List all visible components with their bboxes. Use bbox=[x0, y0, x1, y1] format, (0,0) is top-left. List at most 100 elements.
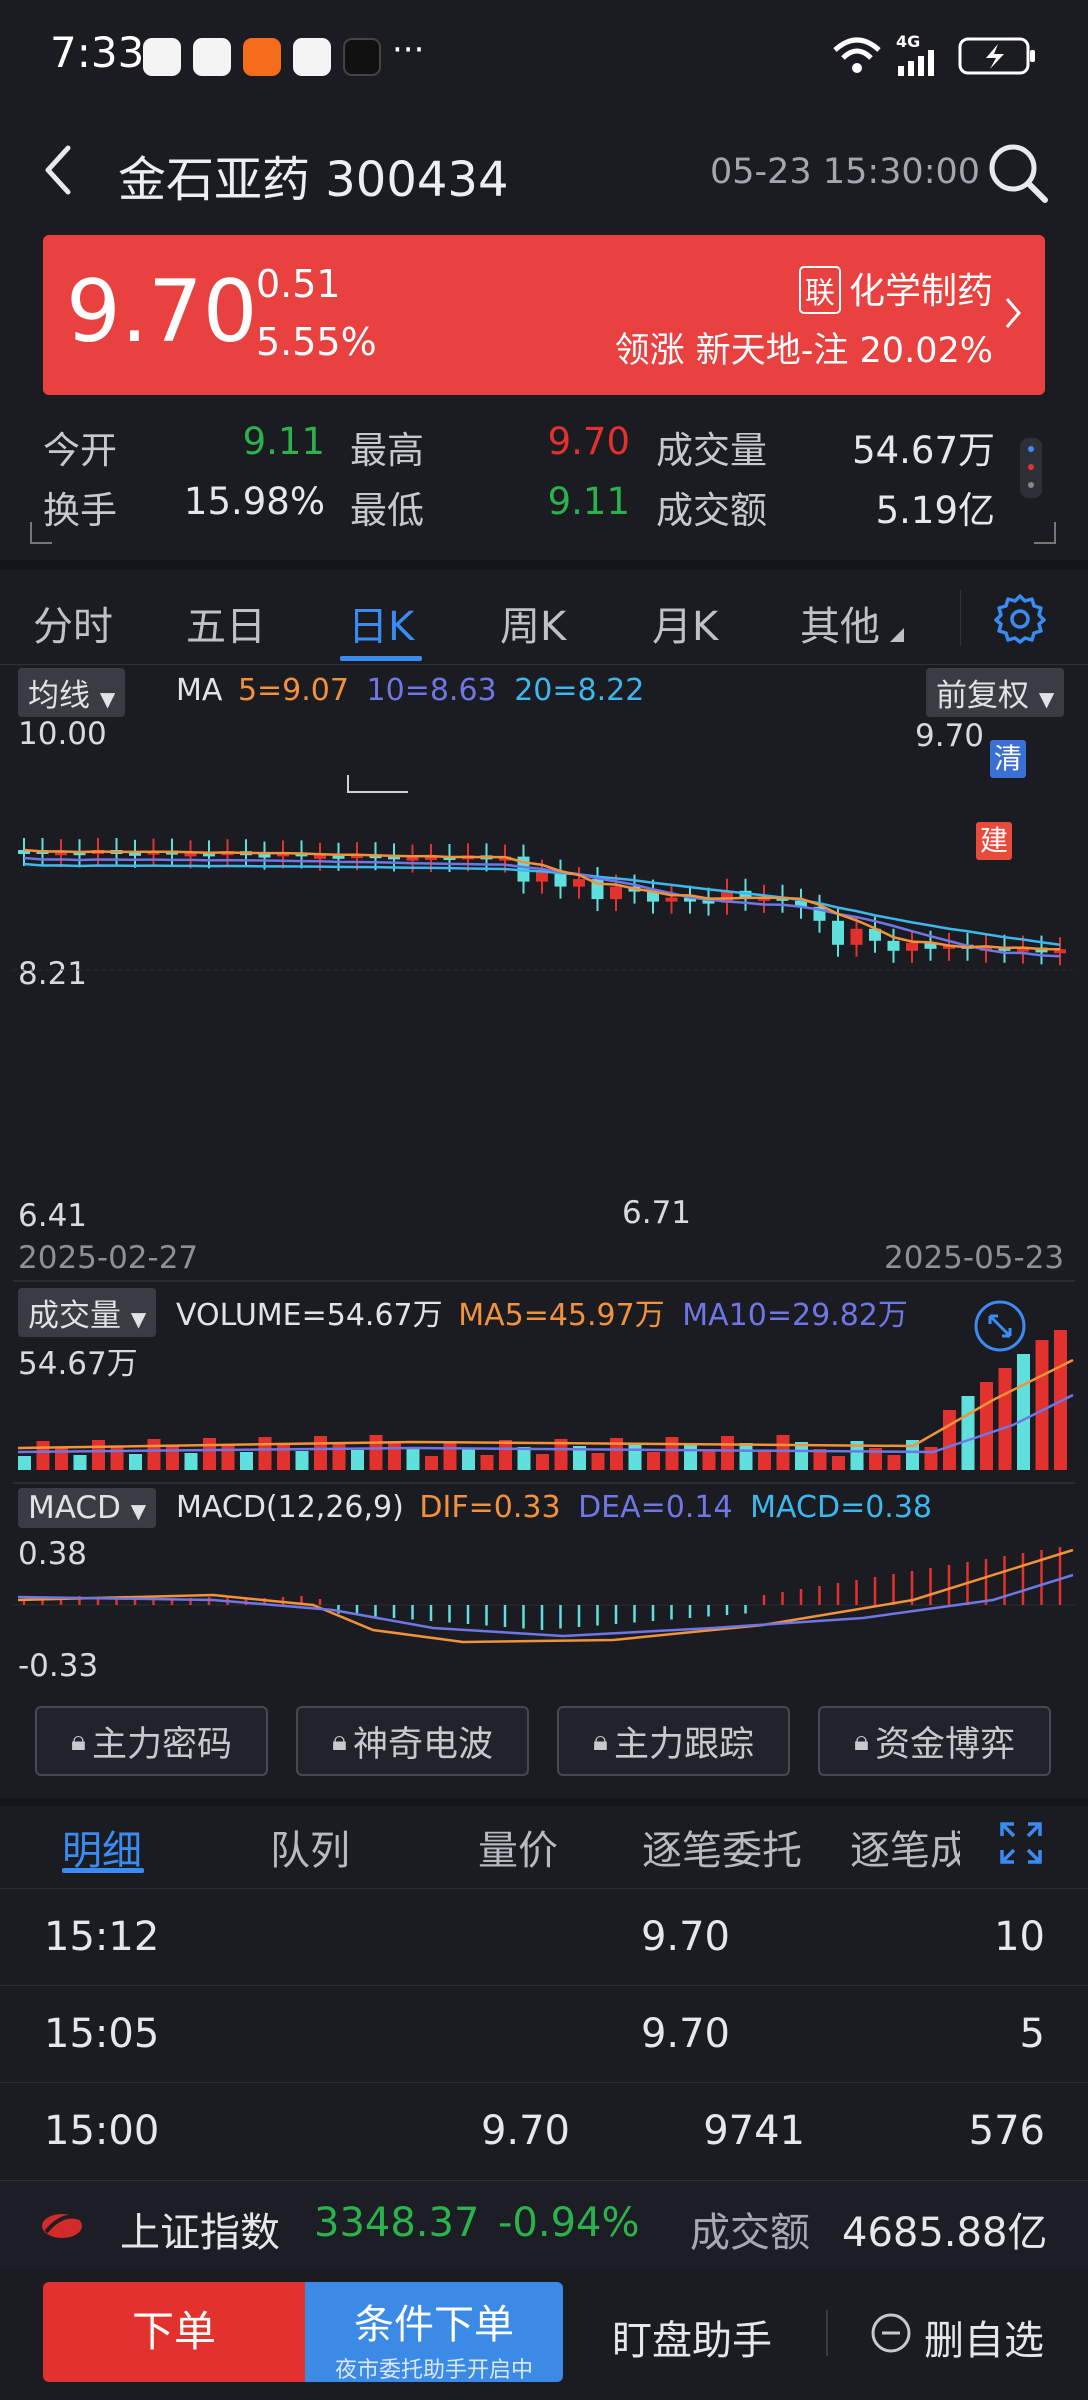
index-bar[interactable] bbox=[0, 2180, 1088, 2270]
volume-legend: VOLUME=54.67万 MA5=45.97万 MA10=29.82万 bbox=[176, 1290, 908, 1334]
macd-dif-line bbox=[17, 1548, 1074, 1644]
zoom-chart-icon[interactable] bbox=[972, 1298, 1028, 1354]
candle-body bbox=[536, 871, 548, 882]
conditional-order-sub: 夜市委托助手开启中 bbox=[334, 2358, 533, 2383]
expand-corner-right[interactable] bbox=[1034, 522, 1056, 544]
volume-bar bbox=[203, 1438, 216, 1470]
volume-bar bbox=[758, 1450, 771, 1470]
status-time: 7:33 bbox=[50, 28, 145, 77]
tab-other[interactable]: 其他 bbox=[800, 604, 880, 650]
volume-bar bbox=[480, 1455, 494, 1470]
tab-monthly-k[interactable]: 月K bbox=[652, 604, 719, 650]
candle-body bbox=[721, 890, 733, 903]
tab-intraday[interactable]: 分时 bbox=[33, 604, 113, 650]
locked-button-main-password[interactable]: 🔒︎ 主力密码 bbox=[35, 1706, 268, 1776]
volume-bar bbox=[110, 1447, 124, 1470]
adjust-label: 前复权 bbox=[936, 678, 1029, 714]
monitor-assistant-button[interactable]: 盯盘助手 bbox=[612, 2318, 772, 2364]
macd-indicator-select[interactable]: MACD ▼ bbox=[18, 1488, 157, 1528]
volume-bar bbox=[73, 1455, 87, 1470]
kline-chart[interactable] bbox=[13, 700, 1075, 1240]
amount-value: 5.19亿 bbox=[875, 489, 995, 532]
divider bbox=[13, 1280, 1075, 1282]
volume-bar bbox=[869, 1448, 882, 1470]
remove-watchlist-button[interactable]: 删自选 bbox=[924, 2318, 1044, 2364]
row-separator bbox=[0, 2082, 1088, 2083]
tag-qing[interactable]: 清 bbox=[990, 740, 1026, 778]
tab-detail[interactable]: 明细 bbox=[62, 1828, 142, 1874]
volume-bar bbox=[665, 1437, 679, 1470]
volume-bar bbox=[92, 1440, 105, 1470]
price-card[interactable] bbox=[43, 235, 1045, 395]
volume-ma10: MA10=29.82万 bbox=[682, 1298, 908, 1333]
volume-bar bbox=[258, 1437, 272, 1470]
tab-five-day[interactable]: 五日 bbox=[186, 604, 266, 650]
stats-more-dots[interactable] bbox=[1020, 438, 1042, 498]
sector-link[interactable]: 联化学制药 bbox=[798, 262, 993, 314]
volume-bar bbox=[591, 1453, 605, 1470]
ma5-line bbox=[23, 848, 1061, 951]
locked-button-capital-game[interactable]: 🔒︎ 资金博弈 bbox=[818, 1706, 1051, 1776]
macd-value: MACD=0.38 bbox=[750, 1490, 933, 1525]
volume-y-top: 54.67万 bbox=[18, 1346, 138, 1382]
y-axis-bottom: 6.41 bbox=[18, 1198, 88, 1234]
ma5-value: 5=9.07 bbox=[237, 673, 349, 708]
ma-indicator-select[interactable]: 均线 ▼ bbox=[18, 668, 126, 717]
fullscreen-icon[interactable] bbox=[998, 1820, 1044, 1866]
volume-bar bbox=[351, 1450, 364, 1470]
volume-bar bbox=[739, 1443, 753, 1470]
settings-gear-icon[interactable] bbox=[994, 592, 1046, 644]
tab-daily-k[interactable]: 日K bbox=[348, 604, 415, 650]
tab-tick-orders[interactable]: 逐笔委托 bbox=[642, 1828, 802, 1874]
macd-chart[interactable] bbox=[13, 1530, 1075, 1685]
back-arrow-icon[interactable] bbox=[38, 140, 78, 200]
volume-bar bbox=[425, 1456, 438, 1470]
macd-dif: DIF=0.33 bbox=[419, 1490, 561, 1525]
volume-indicator-select[interactable]: 成交量 ▼ bbox=[18, 1288, 157, 1337]
ma10-value: 10=8.63 bbox=[366, 673, 497, 708]
detail-tab-indicator bbox=[62, 1868, 144, 1873]
row-separator bbox=[0, 1985, 1088, 1986]
index-name: 上证指数 bbox=[120, 2210, 280, 2256]
y-axis-mid: 8.21 bbox=[18, 956, 88, 992]
chart-area bbox=[13, 665, 1075, 1685]
macd-legend: MACD(12,26,9) DIF=0.33 DEA=0.14 MACD=0.3… bbox=[176, 1490, 932, 1525]
search-icon[interactable] bbox=[983, 138, 1053, 208]
turnover-value: 15.98% bbox=[183, 480, 325, 523]
candle-body bbox=[850, 928, 863, 945]
volume-chart[interactable] bbox=[13, 1330, 1075, 1480]
candle-body bbox=[388, 855, 400, 860]
conditional-order-button[interactable]: 条件下单 夜市委托助手开启中 bbox=[305, 2282, 563, 2383]
candle-body bbox=[1017, 947, 1029, 952]
order-button[interactable]: 下单 bbox=[43, 2282, 305, 2382]
candle-body bbox=[203, 852, 215, 857]
volume-bar bbox=[961, 1396, 975, 1470]
expand-corner-left[interactable] bbox=[30, 522, 52, 544]
stock-title: 金石亚药 300434 bbox=[118, 152, 509, 208]
candle-body bbox=[869, 928, 881, 941]
turnover-label: 换手 bbox=[43, 489, 117, 532]
locked-button-magic-wave[interactable]: 🔒︎ 神奇电波 bbox=[296, 1706, 529, 1776]
macd-y-top: 0.38 bbox=[18, 1536, 88, 1572]
volume-bar bbox=[721, 1436, 734, 1470]
tab-volume-price[interactable]: 量价 bbox=[478, 1828, 558, 1874]
macd-indicator-label: MACD bbox=[28, 1490, 121, 1526]
volume-value: 54.67万 bbox=[852, 429, 995, 472]
volume-bar bbox=[980, 1382, 993, 1470]
volume-bar bbox=[554, 1439, 568, 1470]
tab-tick-trades[interactable]: 逐笔成交 bbox=[850, 1828, 960, 1874]
app-notification-icon bbox=[193, 38, 231, 76]
locked-button-main-tracking[interactable]: 🔒︎ 主力跟踪 bbox=[557, 1706, 790, 1776]
conditional-order-label: 条件下单 bbox=[354, 2302, 514, 2348]
sector-leader: 领涨 新天地-注 20.02% bbox=[614, 331, 993, 371]
candle-body bbox=[277, 852, 289, 857]
min-price-pointer bbox=[347, 775, 408, 793]
tab-queue[interactable]: 队列 bbox=[270, 1828, 350, 1874]
trade-qty: 576 bbox=[968, 2108, 1045, 2154]
volume-bar bbox=[1035, 1340, 1049, 1470]
volume-ma5-line bbox=[17, 1358, 1074, 1450]
header-datetime: 05-23 15:30:00 bbox=[710, 152, 981, 192]
adjust-select[interactable]: 前复权 ▼ bbox=[926, 668, 1065, 717]
tab-weekly-k[interactable]: 周K bbox=[500, 604, 567, 650]
tag-jian[interactable]: 建 bbox=[976, 822, 1012, 860]
